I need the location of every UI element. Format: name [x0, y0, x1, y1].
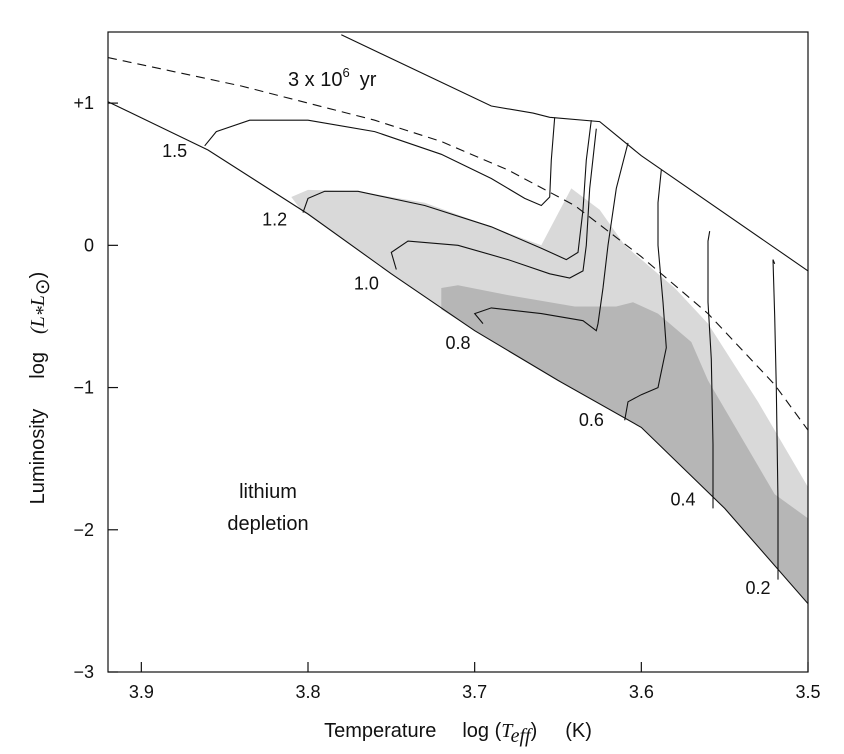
x-tick-label: 3.6 — [629, 682, 654, 702]
isochrone-label: 3 x 106 yr — [288, 65, 377, 91]
mass-label-0.2: 0.2 — [745, 578, 770, 598]
mass-label-0.4: 0.4 — [670, 490, 695, 510]
y-tick-label: −3 — [73, 662, 94, 682]
x-tick-label: 3.8 — [295, 682, 320, 702]
lithium-depletion-region-light — [291, 188, 808, 604]
mass-label-1.2: 1.2 — [262, 209, 287, 229]
lithium-annotation-line2: depletion — [227, 513, 308, 535]
plot-frame — [107, 31, 809, 673]
evolution-track-1.2 — [302, 120, 592, 261]
mass-label-0.8: 0.8 — [445, 333, 470, 353]
shaded-regions — [291, 188, 808, 604]
x-tick-label: 3.9 — [129, 682, 154, 702]
x-tick-label: 3.7 — [462, 682, 487, 702]
y-tick-label: 0 — [84, 235, 94, 255]
mass-label-1.5: 1.5 — [162, 141, 187, 161]
evolution-track-1.5 — [204, 117, 556, 207]
evolution-track-0.2 — [772, 259, 779, 580]
y-tick-label: −2 — [73, 520, 94, 540]
mass-label-0.6: 0.6 — [579, 410, 604, 430]
y-tick-label: −1 — [73, 378, 94, 398]
isochrone-line — [107, 57, 809, 431]
track-lines — [107, 34, 809, 605]
evolution-track-0.6 — [624, 169, 667, 421]
zams-line — [107, 101, 809, 605]
evolution-track-0.8 — [473, 142, 629, 332]
lithium-depletion-region-dark — [441, 285, 808, 604]
text-labels: 3.9 3.8 3.7 3.6 3.5 +1 0 −1 −2 −3 1.5 1.2 1.0 0.8 0.6 0… — [73, 93, 820, 702]
y-axis-title: Luminositylog(L*L⊙) — [27, 272, 54, 505]
evolution-track-0.4 — [707, 231, 714, 509]
lithium-annotation-line1: lithium — [239, 481, 297, 503]
upper-envelope-line — [341, 34, 809, 272]
x-axis-title: Temperature log (Teff) (K) — [324, 720, 592, 747]
axis-ticks — [108, 102, 809, 673]
evolution-track-1.0 — [390, 128, 597, 279]
mass-label-1.0: 1.0 — [354, 273, 379, 293]
y-tick-label: +1 — [73, 93, 94, 113]
x-tick-label: 3.5 — [795, 682, 820, 702]
